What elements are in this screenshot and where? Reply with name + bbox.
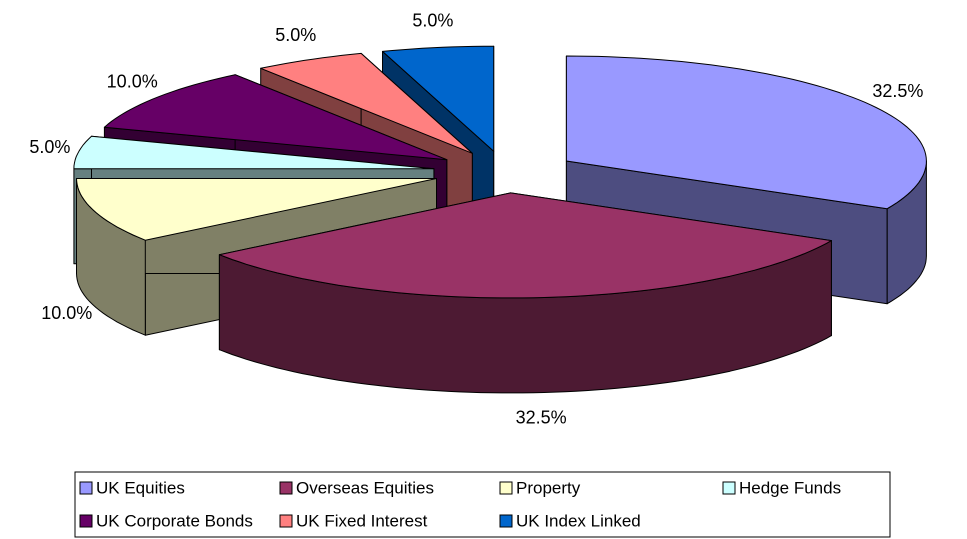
legend: UK Equities Overseas Equities Property Hedg… [79,478,841,530]
legend-label: Hedge Funds [739,478,841,497]
slice-top [103,74,448,161]
slice-top [218,192,832,299]
data-label: 5.0% [412,10,453,30]
legend-swatch [722,481,736,495]
data-labels: 5.0% 5.0% 10.0% 32.5% 5.0% 10.0% 32.5% [29,10,923,427]
slice [565,55,927,305]
legend-label: UK Fixed Interest [296,511,428,530]
slice-top [76,178,437,241]
legend-label: UK Corporate Bonds [96,511,253,530]
slice-top [260,52,473,154]
data-label: 5.0% [275,25,316,45]
legend-box [74,471,891,538]
legend-swatch [499,514,513,528]
data-label: 10.0% [107,71,158,91]
slice-top [382,45,495,152]
legend-label: UK Equities [96,478,185,497]
legend-label: Overseas Equities [296,478,434,497]
legend-swatch [279,514,293,528]
legend-swatch [79,514,93,528]
data-label: 5.0% [29,137,70,157]
slice-top [565,55,927,210]
legend-label: Property [516,478,581,497]
pie [73,45,927,394]
legend-label: UK Index Linked [516,511,641,530]
slice [218,192,832,394]
slice-top [73,135,435,170]
data-label: 10.0% [41,303,92,323]
legend-swatch [279,481,293,495]
data-label: 32.5% [516,408,567,428]
legend-swatch [79,481,93,495]
legend-swatch [499,481,513,495]
data-label: 32.5% [872,81,923,101]
